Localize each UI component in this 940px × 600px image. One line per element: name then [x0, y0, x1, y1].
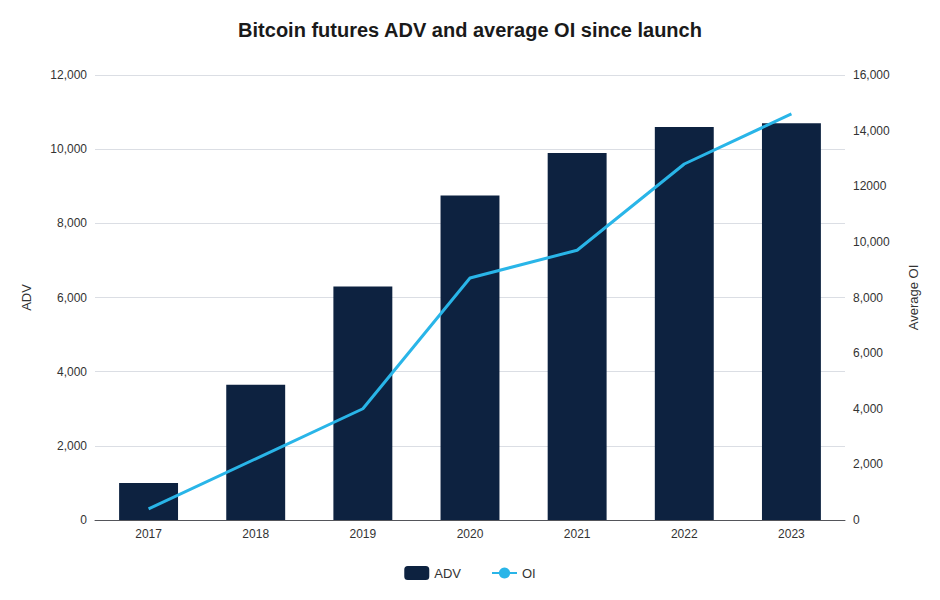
svg-text:4,000: 4,000 [853, 402, 883, 416]
svg-text:2020: 2020 [457, 527, 484, 541]
svg-text:0: 0 [80, 513, 87, 527]
svg-text:2022: 2022 [671, 527, 698, 541]
svg-text:0: 0 [853, 513, 860, 527]
svg-text:12000: 12000 [853, 179, 887, 193]
svg-text:10,000: 10,000 [50, 142, 87, 156]
svg-text:14,000: 14,000 [853, 124, 890, 138]
svg-text:4,000: 4,000 [57, 365, 87, 379]
svg-text:2021: 2021 [564, 527, 591, 541]
svg-text:2,000: 2,000 [57, 439, 87, 453]
svg-text:6,000: 6,000 [853, 346, 883, 360]
svg-text:10,000: 10,000 [853, 235, 890, 249]
svg-text:2,000: 2,000 [853, 457, 883, 471]
svg-text:Bitcoin futures ADV and averag: Bitcoin futures ADV and average OI since… [238, 19, 702, 41]
svg-text:2023: 2023 [778, 527, 805, 541]
svg-text:OI: OI [522, 566, 536, 581]
svg-text:2017: 2017 [135, 527, 162, 541]
svg-text:16,000: 16,000 [853, 68, 890, 82]
svg-text:2018: 2018 [242, 527, 269, 541]
svg-text:2019: 2019 [350, 527, 377, 541]
svg-text:ADV: ADV [434, 566, 461, 581]
svg-text:8,000: 8,000 [57, 216, 87, 230]
svg-text:Average OI: Average OI [906, 265, 921, 331]
svg-text:ADV: ADV [19, 284, 34, 311]
svg-text:8,000: 8,000 [853, 291, 883, 305]
svg-text:12,000: 12,000 [50, 68, 87, 82]
svg-text:6,000: 6,000 [57, 291, 87, 305]
